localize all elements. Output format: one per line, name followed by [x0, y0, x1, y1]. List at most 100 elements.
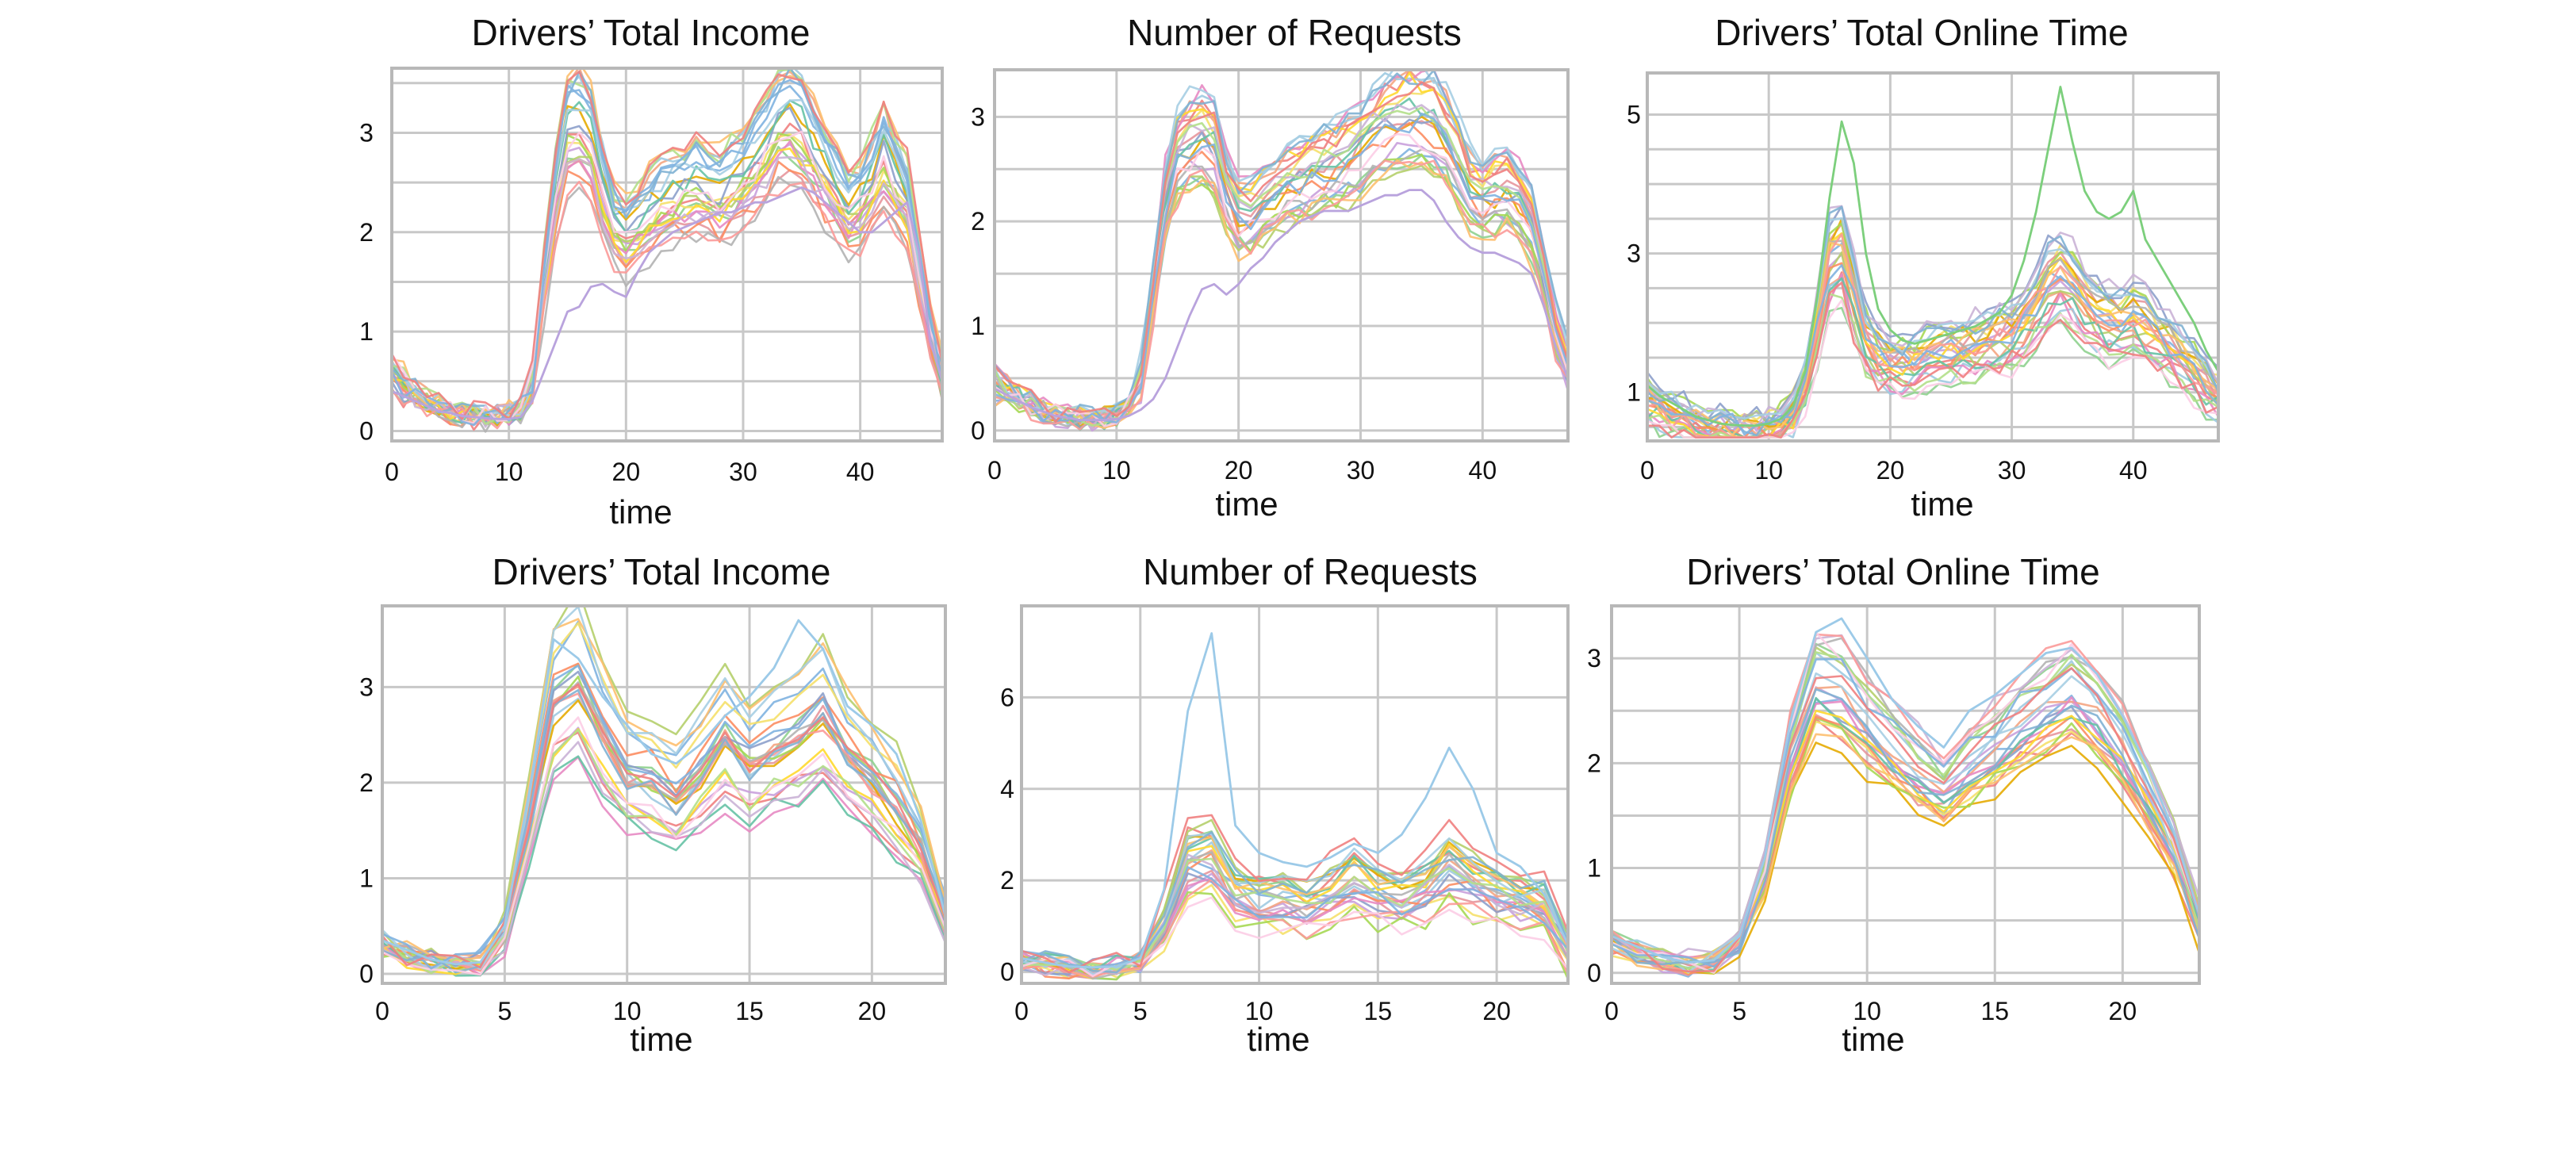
x-tick-label: 30 [1998, 456, 2026, 485]
series-line [1647, 264, 2218, 436]
x-tick-label: 30 [1347, 456, 1375, 485]
y-tick-label: 3 [359, 118, 374, 147]
series-line-outlier [392, 186, 942, 420]
series-line [1612, 667, 2199, 973]
x-tick-label: 30 [729, 458, 757, 486]
series-line-outlier [1612, 617, 2199, 964]
y-tick-label: 2 [1000, 866, 1014, 895]
series-line [1612, 631, 2199, 974]
x-tick-label: 20 [858, 997, 887, 1025]
series-line [382, 618, 945, 962]
y-tick-label: 0 [1587, 959, 1601, 987]
y-tick-label: 0 [359, 960, 374, 988]
series-line [1612, 634, 2199, 964]
x-axis-label: time [1911, 485, 1973, 523]
x-tick-label: 20 [1482, 997, 1511, 1025]
series-line [382, 683, 945, 969]
x-tick-label: 0 [385, 458, 399, 486]
y-tick-label: 6 [1000, 683, 1014, 711]
series-line [392, 139, 942, 427]
series-line [1612, 651, 2199, 974]
x-axis-label: time [1842, 1021, 1904, 1058]
x-tick-label: 15 [1364, 997, 1393, 1025]
series-line [382, 688, 945, 974]
series-group [1647, 86, 2218, 439]
panel-title: Number of Requests [1127, 12, 1462, 53]
series-line [995, 81, 1568, 423]
series-line [995, 70, 1568, 422]
x-tick-label: 10 [1102, 456, 1131, 485]
series-line [1612, 657, 2199, 968]
plot-frame [1646, 71, 2220, 443]
y-tick-label: 2 [359, 218, 374, 247]
series-line [1022, 857, 1568, 971]
series-line [1647, 205, 2218, 429]
series-line [1612, 716, 2199, 975]
plot-frame [390, 67, 944, 443]
plot-frame [1020, 604, 1570, 985]
series-group [995, 70, 1568, 432]
x-tick-label: 20 [2109, 997, 2137, 1025]
series-line [392, 155, 942, 428]
x-axis-label: time [630, 1021, 692, 1058]
x-tick-label: 0 [987, 456, 1002, 485]
x-tick-label: 10 [495, 458, 523, 486]
series-line [1647, 216, 2218, 420]
x-tick-label: 5 [1133, 997, 1148, 1025]
series-line [995, 132, 1568, 427]
y-tick-label: 0 [1000, 958, 1014, 987]
series-line [382, 728, 945, 975]
x-tick-label: 40 [2119, 456, 2148, 485]
series-line [1647, 282, 2218, 439]
x-axis-label: time [609, 493, 672, 531]
y-tick-label: 3 [1587, 644, 1601, 672]
y-tick-label: 1 [359, 864, 374, 892]
series-group [392, 68, 942, 433]
panel-title: Drivers’ Total Income [472, 12, 811, 53]
series-line [382, 716, 945, 976]
x-tick-label: 20 [1876, 456, 1905, 485]
panel-bottom-right: Drivers’ Total Online Time time 0 1 2 3 0 5 10… [1587, 551, 2201, 1058]
series-line [995, 159, 1568, 430]
panel-title: Drivers’ Total Online Time [1686, 551, 2100, 592]
y-tick-label: 2 [1587, 749, 1601, 777]
panel-title: Number of Requests [1143, 551, 1478, 592]
panel-bottom-left: Drivers’ Total Income time 0 1 2 3 0 5 10 15 20 [359, 551, 947, 1058]
x-tick-label: 0 [1604, 997, 1619, 1025]
x-tick-label: 10 [1245, 997, 1274, 1025]
series-line [392, 130, 942, 424]
series-group [1612, 617, 2199, 978]
series-line [1022, 831, 1568, 974]
series-line [392, 71, 942, 420]
y-tick-label: 0 [359, 416, 374, 445]
series-line [382, 670, 945, 968]
series-line [995, 112, 1568, 423]
y-tick-label: 3 [1627, 239, 1641, 268]
series-line [995, 106, 1568, 427]
series-group [382, 606, 945, 977]
series-line [382, 756, 945, 976]
series-line [1022, 814, 1568, 974]
series-line [392, 175, 942, 433]
series-line [392, 68, 942, 425]
y-tick-label: 1 [971, 312, 985, 340]
y-tick-label: 3 [971, 102, 985, 131]
series-line [1612, 688, 2199, 966]
panel-title: Drivers’ Total Online Time [1715, 12, 2129, 53]
series-line [382, 697, 945, 966]
x-tick-label: 10 [1754, 456, 1783, 485]
series-line [1612, 686, 2199, 975]
x-tick-label: 5 [1732, 997, 1746, 1025]
series-line-outlier [995, 189, 1568, 421]
y-tick-label: 5 [1627, 101, 1641, 129]
x-tick-label: 0 [375, 997, 389, 1025]
series-line [1612, 696, 2199, 973]
series-group [1022, 632, 1568, 981]
x-tick-label: 40 [1469, 456, 1497, 485]
series-line [392, 98, 942, 421]
x-tick-label: 40 [846, 458, 875, 486]
x-tick-label: 15 [735, 997, 764, 1025]
